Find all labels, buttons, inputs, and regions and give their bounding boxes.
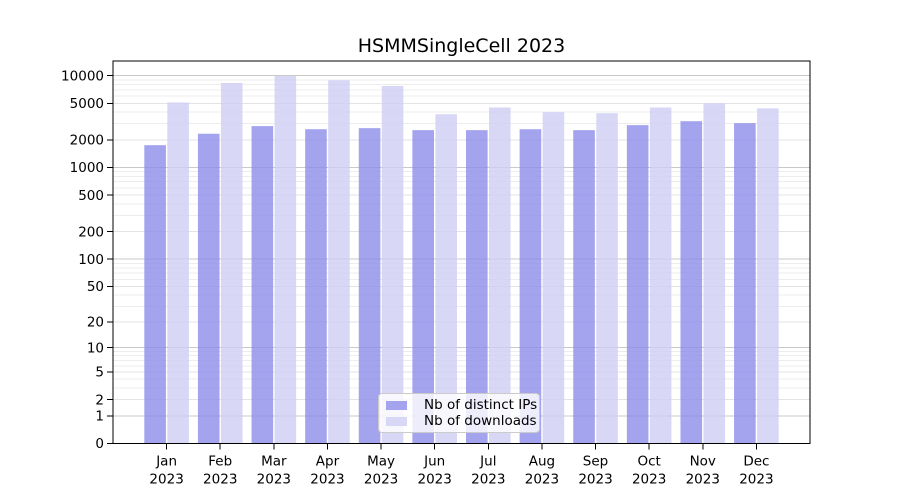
bar-nb-of-distinct-ips-oct-2023 bbox=[626, 125, 649, 444]
y-tick-label: 0 bbox=[95, 436, 104, 452]
x-tick-label: Jun bbox=[423, 454, 445, 470]
x-tick-label: Sep bbox=[583, 454, 608, 470]
bar-nb-of-downloads-aug-2023 bbox=[542, 112, 565, 444]
y-tick-label: 2000 bbox=[70, 133, 104, 149]
y-tick-label: 10 bbox=[87, 340, 104, 356]
y-tick-label: 1000 bbox=[70, 160, 104, 176]
bar-nb-of-distinct-ips-may-2023 bbox=[358, 128, 381, 444]
x-tick-label-year: 2023 bbox=[739, 472, 773, 488]
y-tick-label: 2 bbox=[95, 392, 104, 408]
legend-item-distinct-ips: Nb of distinct IPs bbox=[385, 397, 537, 413]
x-tick-label: Nov bbox=[690, 454, 716, 470]
x-tick-label-year: 2023 bbox=[471, 472, 505, 488]
x-tick-label: Oct bbox=[637, 454, 660, 470]
x-tick-label: Aug bbox=[529, 454, 555, 470]
y-tick-label: 5 bbox=[95, 365, 104, 381]
bar-nb-of-distinct-ips-jan-2023 bbox=[144, 145, 166, 444]
legend-label-distinct-ips: Nb of distinct IPs bbox=[424, 397, 538, 413]
legend: Nb of distinct IPs Nb of downloads bbox=[378, 393, 540, 433]
bar-nb-of-downloads-feb-2023 bbox=[220, 83, 243, 444]
x-tick-label: May bbox=[367, 454, 395, 470]
bar-nb-of-distinct-ips-feb-2023 bbox=[197, 133, 220, 444]
x-tick-label-year: 2023 bbox=[310, 472, 344, 488]
y-tick-label: 200 bbox=[78, 224, 104, 240]
x-tick-label-year: 2023 bbox=[525, 472, 559, 488]
y-tick-label: 100 bbox=[78, 252, 104, 268]
x-tick-label-year: 2023 bbox=[364, 472, 398, 488]
x-tick-label-year: 2023 bbox=[257, 472, 291, 488]
bar-nb-of-distinct-ips-jun-2023 bbox=[412, 130, 434, 444]
y-tick-label: 10000 bbox=[61, 68, 104, 84]
x-tick-label: Mar bbox=[261, 454, 287, 470]
y-tick-label: 50 bbox=[87, 279, 104, 295]
x-tick-label: Apr bbox=[316, 454, 340, 470]
plot-frame bbox=[112, 60, 811, 444]
legend-swatch-distinct-ips bbox=[386, 400, 407, 410]
y-tick-label: 20 bbox=[87, 315, 104, 331]
legend-item-downloads: Nb of downloads bbox=[385, 413, 537, 429]
bar-nb-of-downloads-jan-2023 bbox=[167, 102, 189, 444]
bar-nb-of-distinct-ips-sep-2023 bbox=[573, 130, 595, 444]
bar-nb-of-distinct-ips-jul-2023 bbox=[466, 130, 488, 444]
chart-title: HSMMSingleCell 2023 bbox=[357, 35, 566, 57]
bar-nb-of-downloads-jul-2023 bbox=[489, 107, 511, 444]
x-tick-label: Dec bbox=[743, 454, 769, 470]
bar-nb-of-distinct-ips-mar-2023 bbox=[251, 126, 274, 444]
x-tick-label-year: 2023 bbox=[632, 472, 666, 488]
bar-nb-of-distinct-ips-dec-2023 bbox=[734, 123, 756, 444]
bar-nb-of-downloads-sep-2023 bbox=[596, 113, 618, 444]
legend-swatch-downloads bbox=[386, 416, 407, 426]
x-tick-label: Feb bbox=[208, 454, 232, 470]
x-tick-label-year: 2023 bbox=[203, 472, 237, 488]
y-tick-label: 500 bbox=[78, 188, 104, 204]
x-tick-label: Jul bbox=[479, 454, 496, 470]
bar-nb-of-downloads-dec-2023 bbox=[757, 108, 779, 444]
bar-nb-of-distinct-ips-nov-2023 bbox=[680, 121, 703, 444]
x-tick-label-year: 2023 bbox=[418, 472, 452, 488]
bar-nb-of-downloads-jun-2023 bbox=[435, 114, 457, 444]
bar-nb-of-distinct-ips-apr-2023 bbox=[305, 129, 327, 444]
x-tick-label-year: 2023 bbox=[149, 472, 183, 488]
bar-nb-of-downloads-may-2023 bbox=[381, 86, 404, 444]
y-tick-label: 1 bbox=[95, 409, 104, 425]
bar-nb-of-distinct-ips-aug-2023 bbox=[519, 129, 542, 444]
x-tick-label-year: 2023 bbox=[686, 472, 720, 488]
x-tick-label: Jan bbox=[155, 454, 177, 470]
bar-nb-of-downloads-nov-2023 bbox=[703, 103, 726, 444]
bar-nb-of-downloads-mar-2023 bbox=[274, 75, 297, 444]
legend-label-downloads: Nb of downloads bbox=[424, 413, 537, 429]
x-tick-label-year: 2023 bbox=[578, 472, 612, 488]
bar-nb-of-downloads-apr-2023 bbox=[328, 80, 350, 444]
y-tick-label: 5000 bbox=[70, 96, 104, 112]
bar-nb-of-downloads-oct-2023 bbox=[649, 107, 672, 444]
